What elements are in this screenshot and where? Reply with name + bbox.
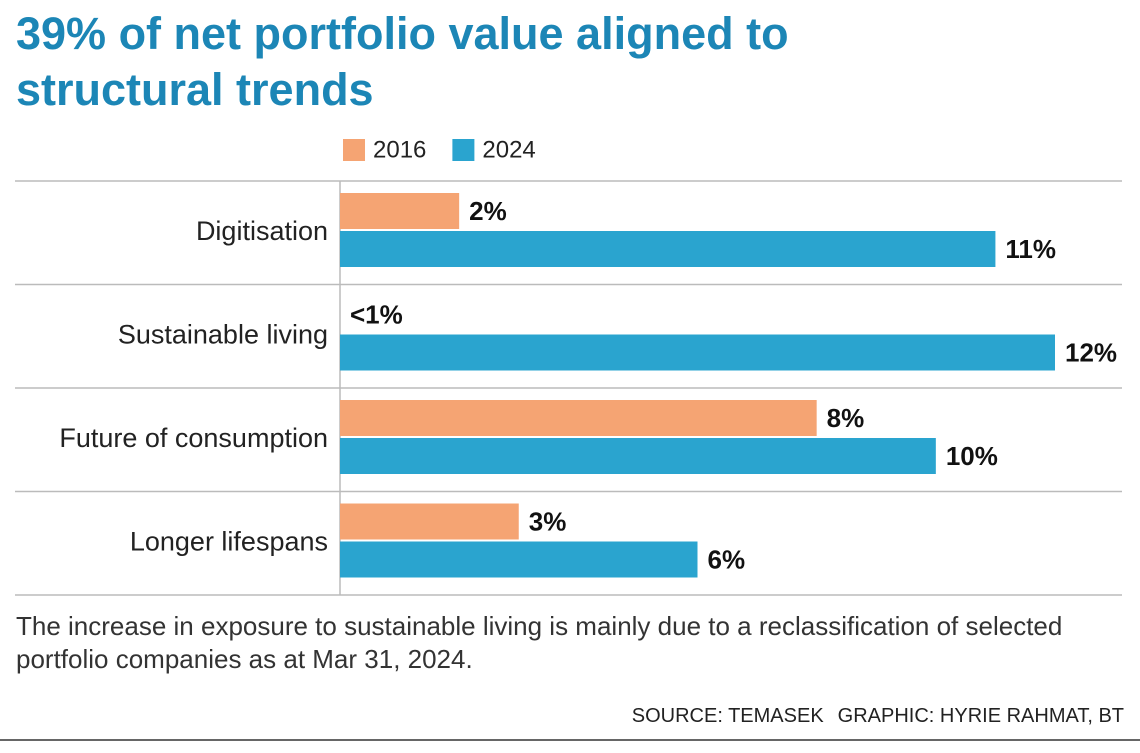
bar (340, 231, 996, 267)
bar (340, 400, 817, 436)
bar (340, 193, 460, 229)
category-label: Longer lifespans (130, 526, 328, 556)
legend-swatch (452, 139, 475, 161)
value-label: 10% (946, 441, 998, 471)
chart-title: 39% of net portfolio value aligned to st… (16, 8, 789, 115)
credit: GRAPHIC: HYRIE RAHMAT, BT (837, 705, 1124, 727)
category-label: Sustainable living (118, 319, 328, 349)
category-label: Digitisation (196, 216, 328, 246)
legend-label: 2024 (482, 136, 535, 163)
bar (340, 334, 1055, 371)
value-label: 6% (708, 544, 746, 574)
value-label: 12% (1065, 337, 1117, 367)
legend-swatch (343, 139, 365, 161)
value-label: 8% (827, 403, 865, 433)
legend-label: 2016 (373, 136, 426, 163)
footer: SOURCE: TEMASEK GRAPHIC: HYRIE RAHMAT, BT (632, 705, 1124, 728)
bar (340, 503, 519, 540)
value-label: 3% (529, 506, 567, 536)
value-label: 11% (1005, 234, 1056, 264)
source: SOURCE: TEMASEK (631, 705, 824, 727)
value-label: <1% (350, 299, 403, 329)
note: The increase in exposure to sustainable … (16, 611, 1063, 674)
bar (340, 438, 936, 474)
value-label: 2% (469, 196, 507, 226)
bar (340, 541, 698, 578)
category-label: Future of consumption (59, 423, 328, 453)
